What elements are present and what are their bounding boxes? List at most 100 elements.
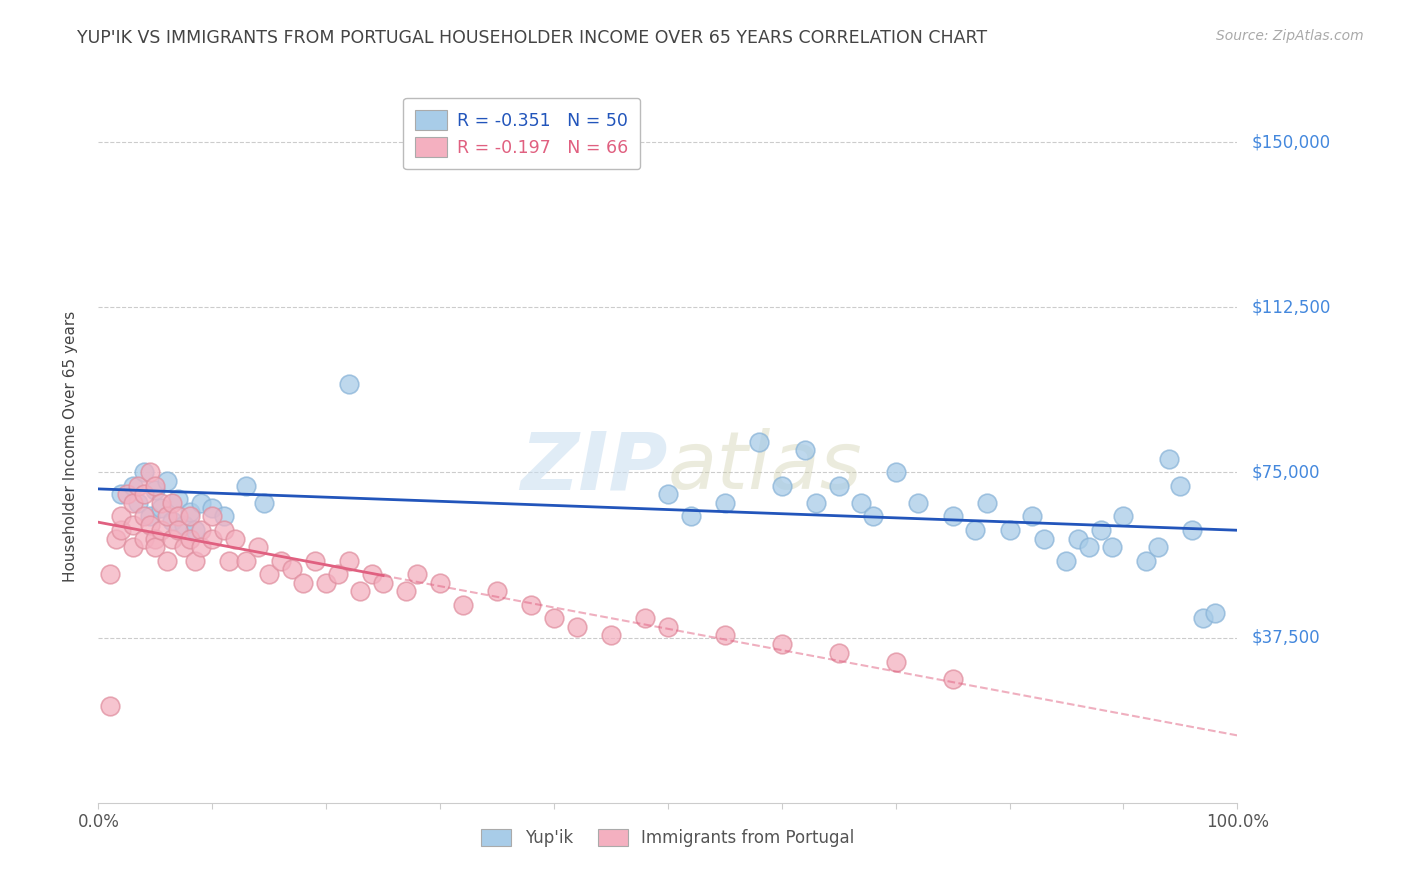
Point bbox=[1032, 532, 1054, 546]
Point bbox=[121, 478, 143, 492]
Point bbox=[252, 496, 274, 510]
Point bbox=[138, 518, 160, 533]
Point bbox=[406, 566, 429, 581]
Text: $150,000: $150,000 bbox=[1251, 133, 1330, 151]
Point bbox=[110, 523, 132, 537]
Point bbox=[395, 584, 418, 599]
Point bbox=[150, 496, 173, 510]
Point bbox=[828, 478, 851, 492]
Point bbox=[173, 541, 195, 555]
Point bbox=[520, 598, 543, 612]
Point bbox=[132, 532, 155, 546]
Point bbox=[543, 611, 565, 625]
Point bbox=[212, 523, 235, 537]
Point bbox=[1054, 553, 1078, 567]
Point bbox=[942, 509, 965, 524]
Point bbox=[884, 655, 907, 669]
Point bbox=[1170, 478, 1192, 492]
Point bbox=[770, 637, 793, 651]
Point bbox=[162, 496, 184, 510]
Point bbox=[179, 509, 201, 524]
Point bbox=[371, 575, 394, 590]
Point bbox=[1157, 452, 1180, 467]
Text: atlas: atlas bbox=[668, 428, 863, 507]
Point bbox=[121, 541, 143, 555]
Point bbox=[304, 553, 326, 567]
Point bbox=[201, 532, 224, 546]
Point bbox=[132, 466, 155, 480]
Point bbox=[1192, 611, 1215, 625]
Point bbox=[360, 566, 382, 581]
Point bbox=[714, 496, 737, 510]
Point bbox=[184, 523, 207, 537]
Point bbox=[162, 532, 184, 546]
Point bbox=[127, 478, 149, 492]
Point bbox=[121, 496, 143, 510]
Legend: Yup'ik, Immigrants from Portugal: Yup'ik, Immigrants from Portugal bbox=[472, 821, 863, 855]
Point bbox=[884, 466, 907, 480]
Point bbox=[451, 598, 474, 612]
Point bbox=[167, 491, 190, 506]
Point bbox=[828, 646, 851, 660]
Point bbox=[770, 478, 793, 492]
Point bbox=[150, 523, 173, 537]
Point bbox=[201, 509, 224, 524]
Point bbox=[634, 611, 657, 625]
Y-axis label: Householder Income Over 65 years: Householder Income Over 65 years bbox=[63, 310, 77, 582]
Point bbox=[259, 566, 281, 581]
Point bbox=[121, 518, 143, 533]
Point bbox=[1146, 541, 1168, 555]
Point bbox=[167, 509, 190, 524]
Text: Source: ZipAtlas.com: Source: ZipAtlas.com bbox=[1216, 29, 1364, 44]
Point bbox=[212, 509, 235, 524]
Point bbox=[657, 487, 679, 501]
Point bbox=[337, 553, 360, 567]
Point bbox=[1135, 553, 1157, 567]
Point bbox=[145, 532, 167, 546]
Point bbox=[138, 509, 160, 524]
Point bbox=[337, 377, 360, 392]
Point bbox=[565, 619, 588, 633]
Point bbox=[110, 487, 132, 501]
Point bbox=[110, 509, 132, 524]
Point bbox=[1101, 541, 1123, 555]
Point bbox=[138, 466, 160, 480]
Point bbox=[173, 518, 195, 533]
Point bbox=[190, 541, 212, 555]
Point bbox=[315, 575, 337, 590]
Point bbox=[190, 523, 212, 537]
Point bbox=[179, 532, 201, 546]
Point bbox=[201, 500, 224, 515]
Point bbox=[907, 496, 929, 510]
Point bbox=[235, 478, 257, 492]
Point bbox=[104, 532, 127, 546]
Point bbox=[965, 523, 987, 537]
Text: YUP'IK VS IMMIGRANTS FROM PORTUGAL HOUSEHOLDER INCOME OVER 65 YEARS CORRELATION : YUP'IK VS IMMIGRANTS FROM PORTUGAL HOUSE… bbox=[77, 29, 987, 47]
Point bbox=[942, 673, 965, 687]
Point bbox=[190, 496, 212, 510]
Point bbox=[1021, 509, 1043, 524]
Point bbox=[224, 532, 246, 546]
Point bbox=[1204, 607, 1226, 621]
Point bbox=[132, 487, 155, 501]
Text: $37,500: $37,500 bbox=[1251, 629, 1320, 647]
Point bbox=[246, 541, 269, 555]
Point bbox=[235, 553, 257, 567]
Point bbox=[127, 496, 149, 510]
Point bbox=[748, 434, 770, 449]
Point bbox=[1112, 509, 1135, 524]
Point bbox=[167, 523, 190, 537]
Point bbox=[281, 562, 304, 576]
Point bbox=[600, 628, 623, 642]
Point bbox=[1078, 541, 1101, 555]
Point bbox=[862, 509, 884, 524]
Point bbox=[1181, 523, 1204, 537]
Point bbox=[115, 487, 138, 501]
Point bbox=[292, 575, 315, 590]
Point bbox=[976, 496, 998, 510]
Point bbox=[184, 553, 207, 567]
Point bbox=[162, 514, 184, 528]
Point bbox=[349, 584, 371, 599]
Point bbox=[270, 553, 292, 567]
Point bbox=[714, 628, 737, 642]
